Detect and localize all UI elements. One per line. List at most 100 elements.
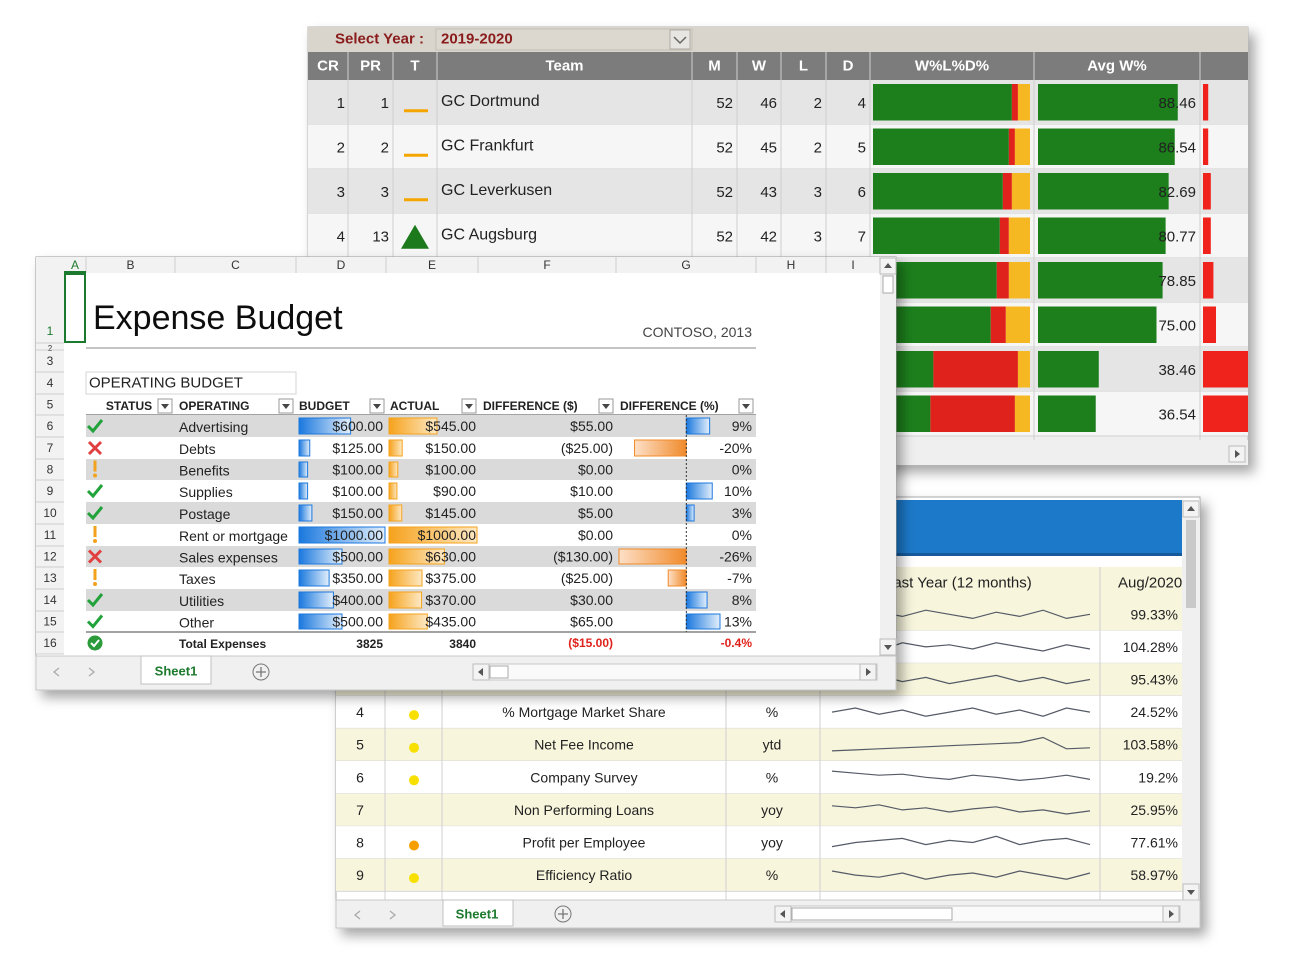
difference-pct: 0%	[732, 462, 752, 478]
h-scroll-thumb[interactable]	[489, 665, 509, 679]
trend-flat	[404, 109, 428, 113]
difference-pct: 10%	[724, 483, 752, 499]
draws: 6	[858, 184, 866, 201]
add-sheet[interactable]	[252, 663, 270, 681]
difference: $0.00	[578, 462, 613, 478]
wins: 45	[760, 139, 777, 156]
sheet-tab[interactable]	[442, 899, 514, 927]
team-name: GC Leverkusen	[441, 182, 552, 199]
add-sheet[interactable]	[554, 905, 572, 923]
actual-bar	[388, 526, 478, 544]
table-header: BUDGET	[299, 399, 350, 413]
item-name: Sales expenses	[179, 550, 278, 566]
column-letter: E	[428, 258, 436, 272]
avg-bar	[1038, 217, 1166, 254]
difference-pct: -7%	[727, 570, 752, 586]
table-header: DIFFERENCE ($)	[483, 399, 578, 413]
wld-segment	[1017, 84, 1030, 121]
scroll-thumb[interactable]	[882, 275, 894, 294]
kpi-name: Company Survey	[530, 769, 637, 785]
row-number: 10	[43, 506, 57, 520]
difference-pct: 9%	[732, 418, 752, 434]
kpi-value: 19.2%	[1138, 769, 1178, 785]
loss-bar	[1203, 84, 1209, 121]
column-header: T	[410, 58, 419, 75]
wld-segment	[873, 128, 1009, 165]
draws: 7	[858, 228, 866, 245]
add-sheet-plus	[256, 667, 266, 677]
row-number: 5	[356, 737, 364, 753]
kpi-unit: %	[766, 769, 778, 785]
actual: $630.00	[425, 549, 476, 565]
kpi-value: 104.28%	[1123, 639, 1178, 655]
band-row	[86, 502, 756, 524]
column-header: Aug/2020	[1118, 575, 1182, 592]
actual-bar	[388, 461, 399, 478]
budget: $500.00	[332, 549, 383, 565]
sparkline	[831, 736, 1091, 752]
row-number: 16	[43, 636, 57, 650]
sparkline	[831, 804, 1091, 815]
avg-label: 75.00	[1158, 317, 1196, 334]
item-name: Benefits	[179, 463, 230, 479]
kpi-row	[336, 858, 1182, 892]
status-dot	[409, 840, 419, 851]
rank-current: 1	[337, 95, 345, 112]
difference-pct: 13%	[724, 614, 752, 630]
h-scrollbar	[472, 663, 878, 681]
company: CONTOSO, 2013	[643, 324, 753, 340]
filter-arrow	[742, 404, 750, 409]
avg-bar	[1038, 395, 1096, 432]
rank-current: 4	[337, 228, 345, 245]
sparkline	[831, 870, 1091, 880]
row-number: 6	[356, 769, 364, 785]
scroll-arrow	[780, 910, 785, 918]
loss-bar	[1203, 173, 1211, 210]
h-scroll-thumb[interactable]	[791, 907, 953, 921]
table-header: STATUS	[106, 399, 152, 413]
kpi-name: Net Fee Income	[534, 737, 634, 753]
row-number: 4	[356, 704, 364, 720]
item-name: Taxes	[179, 571, 216, 587]
difference: $0.00	[578, 527, 613, 543]
status-total-check	[90, 639, 100, 648]
filter-arrow	[161, 404, 169, 409]
scroll-thumb[interactable]	[1186, 520, 1196, 608]
column-header: W%L%D%	[915, 58, 989, 75]
total-pct: -0.4%	[721, 636, 753, 650]
v-scrollbar	[880, 257, 896, 656]
status-dot	[409, 775, 419, 786]
kpi-value: 95.43%	[1131, 672, 1178, 688]
status-warn-dot	[93, 539, 97, 543]
wins: 42	[760, 228, 777, 245]
pct-bar	[685, 504, 695, 522]
wins: 46	[760, 95, 777, 112]
year-dropdown[interactable]	[435, 28, 693, 51]
sparkline	[831, 835, 1091, 848]
loss-bar	[1203, 351, 1248, 388]
kpi-row	[336, 793, 1182, 827]
trend-flat	[404, 198, 428, 202]
dropdown-button[interactable]	[669, 29, 691, 50]
budget-bar	[298, 569, 330, 587]
avg-label: 86.54	[1158, 139, 1196, 156]
row-number: 8	[356, 835, 364, 851]
scroll-arrow	[884, 263, 892, 268]
row-number: 5	[47, 398, 54, 412]
pct-bar	[685, 482, 713, 500]
difference-pct: -20%	[719, 440, 752, 456]
sheet-tab[interactable]	[140, 655, 212, 685]
avg-label: 36.54	[1158, 406, 1196, 423]
column-letter: A	[71, 258, 79, 272]
add-sheet-plus	[558, 909, 568, 919]
nav-arrows	[52, 667, 96, 677]
budget-bar	[298, 417, 352, 435]
actual-bar	[388, 613, 428, 630]
budget-bar	[298, 526, 386, 544]
item-name: Rent or mortgage	[179, 528, 288, 544]
actual-bar	[388, 439, 403, 457]
kpi-value: 99.33%	[1131, 606, 1178, 622]
wld-segment	[930, 395, 1015, 432]
status-total	[87, 635, 103, 651]
section-title: OPERATING BUDGET	[89, 375, 243, 392]
